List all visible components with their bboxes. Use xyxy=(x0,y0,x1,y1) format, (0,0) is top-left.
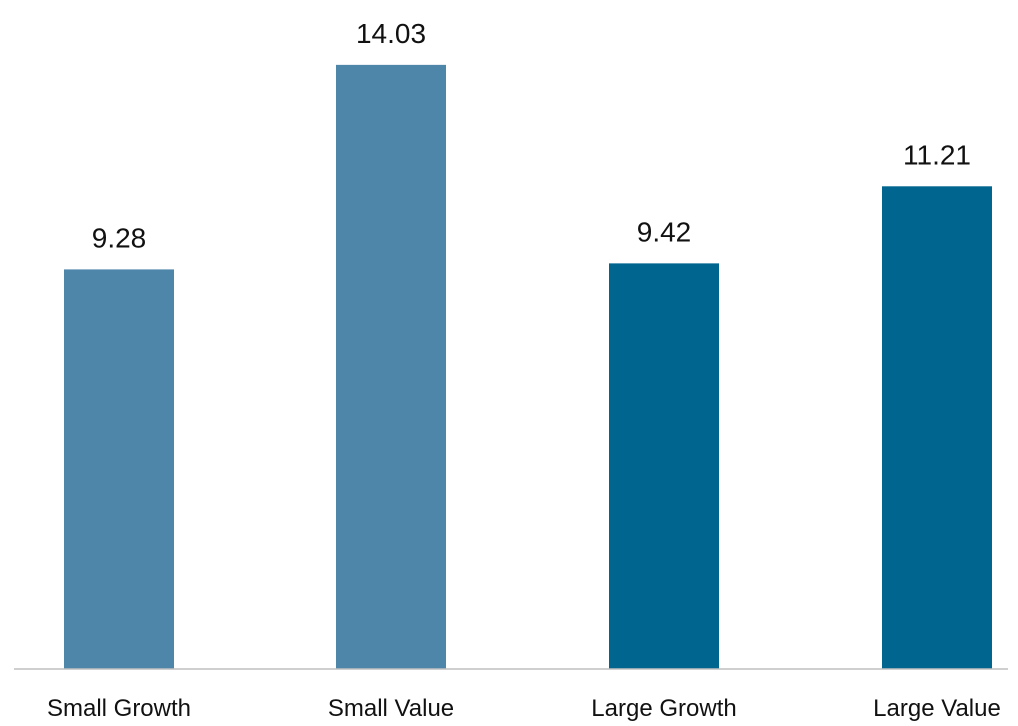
bars-layer xyxy=(64,64,992,669)
value-labels-layer: 9.28 14.03 9.42 11.21 xyxy=(92,18,971,254)
category-label-large-value: Large Value xyxy=(873,695,1001,722)
category-labels-layer: Small Growth Small Value Large Growth Large… xyxy=(47,695,1001,722)
bar-large-value xyxy=(882,186,992,669)
category-label-small-growth: Small Growth xyxy=(47,695,191,722)
bar-large-growth xyxy=(609,263,719,669)
data-label-large-growth: 9.42 xyxy=(637,216,692,247)
data-label-small-growth: 9.28 xyxy=(92,222,147,253)
category-label-large-growth: Large Growth xyxy=(591,695,736,722)
bar-small-growth xyxy=(64,269,174,669)
data-label-small-value: 14.03 xyxy=(356,18,426,49)
bar-small-value xyxy=(336,64,446,669)
category-label-small-value: Small Value xyxy=(328,695,454,722)
data-label-large-value: 11.21 xyxy=(903,139,971,170)
